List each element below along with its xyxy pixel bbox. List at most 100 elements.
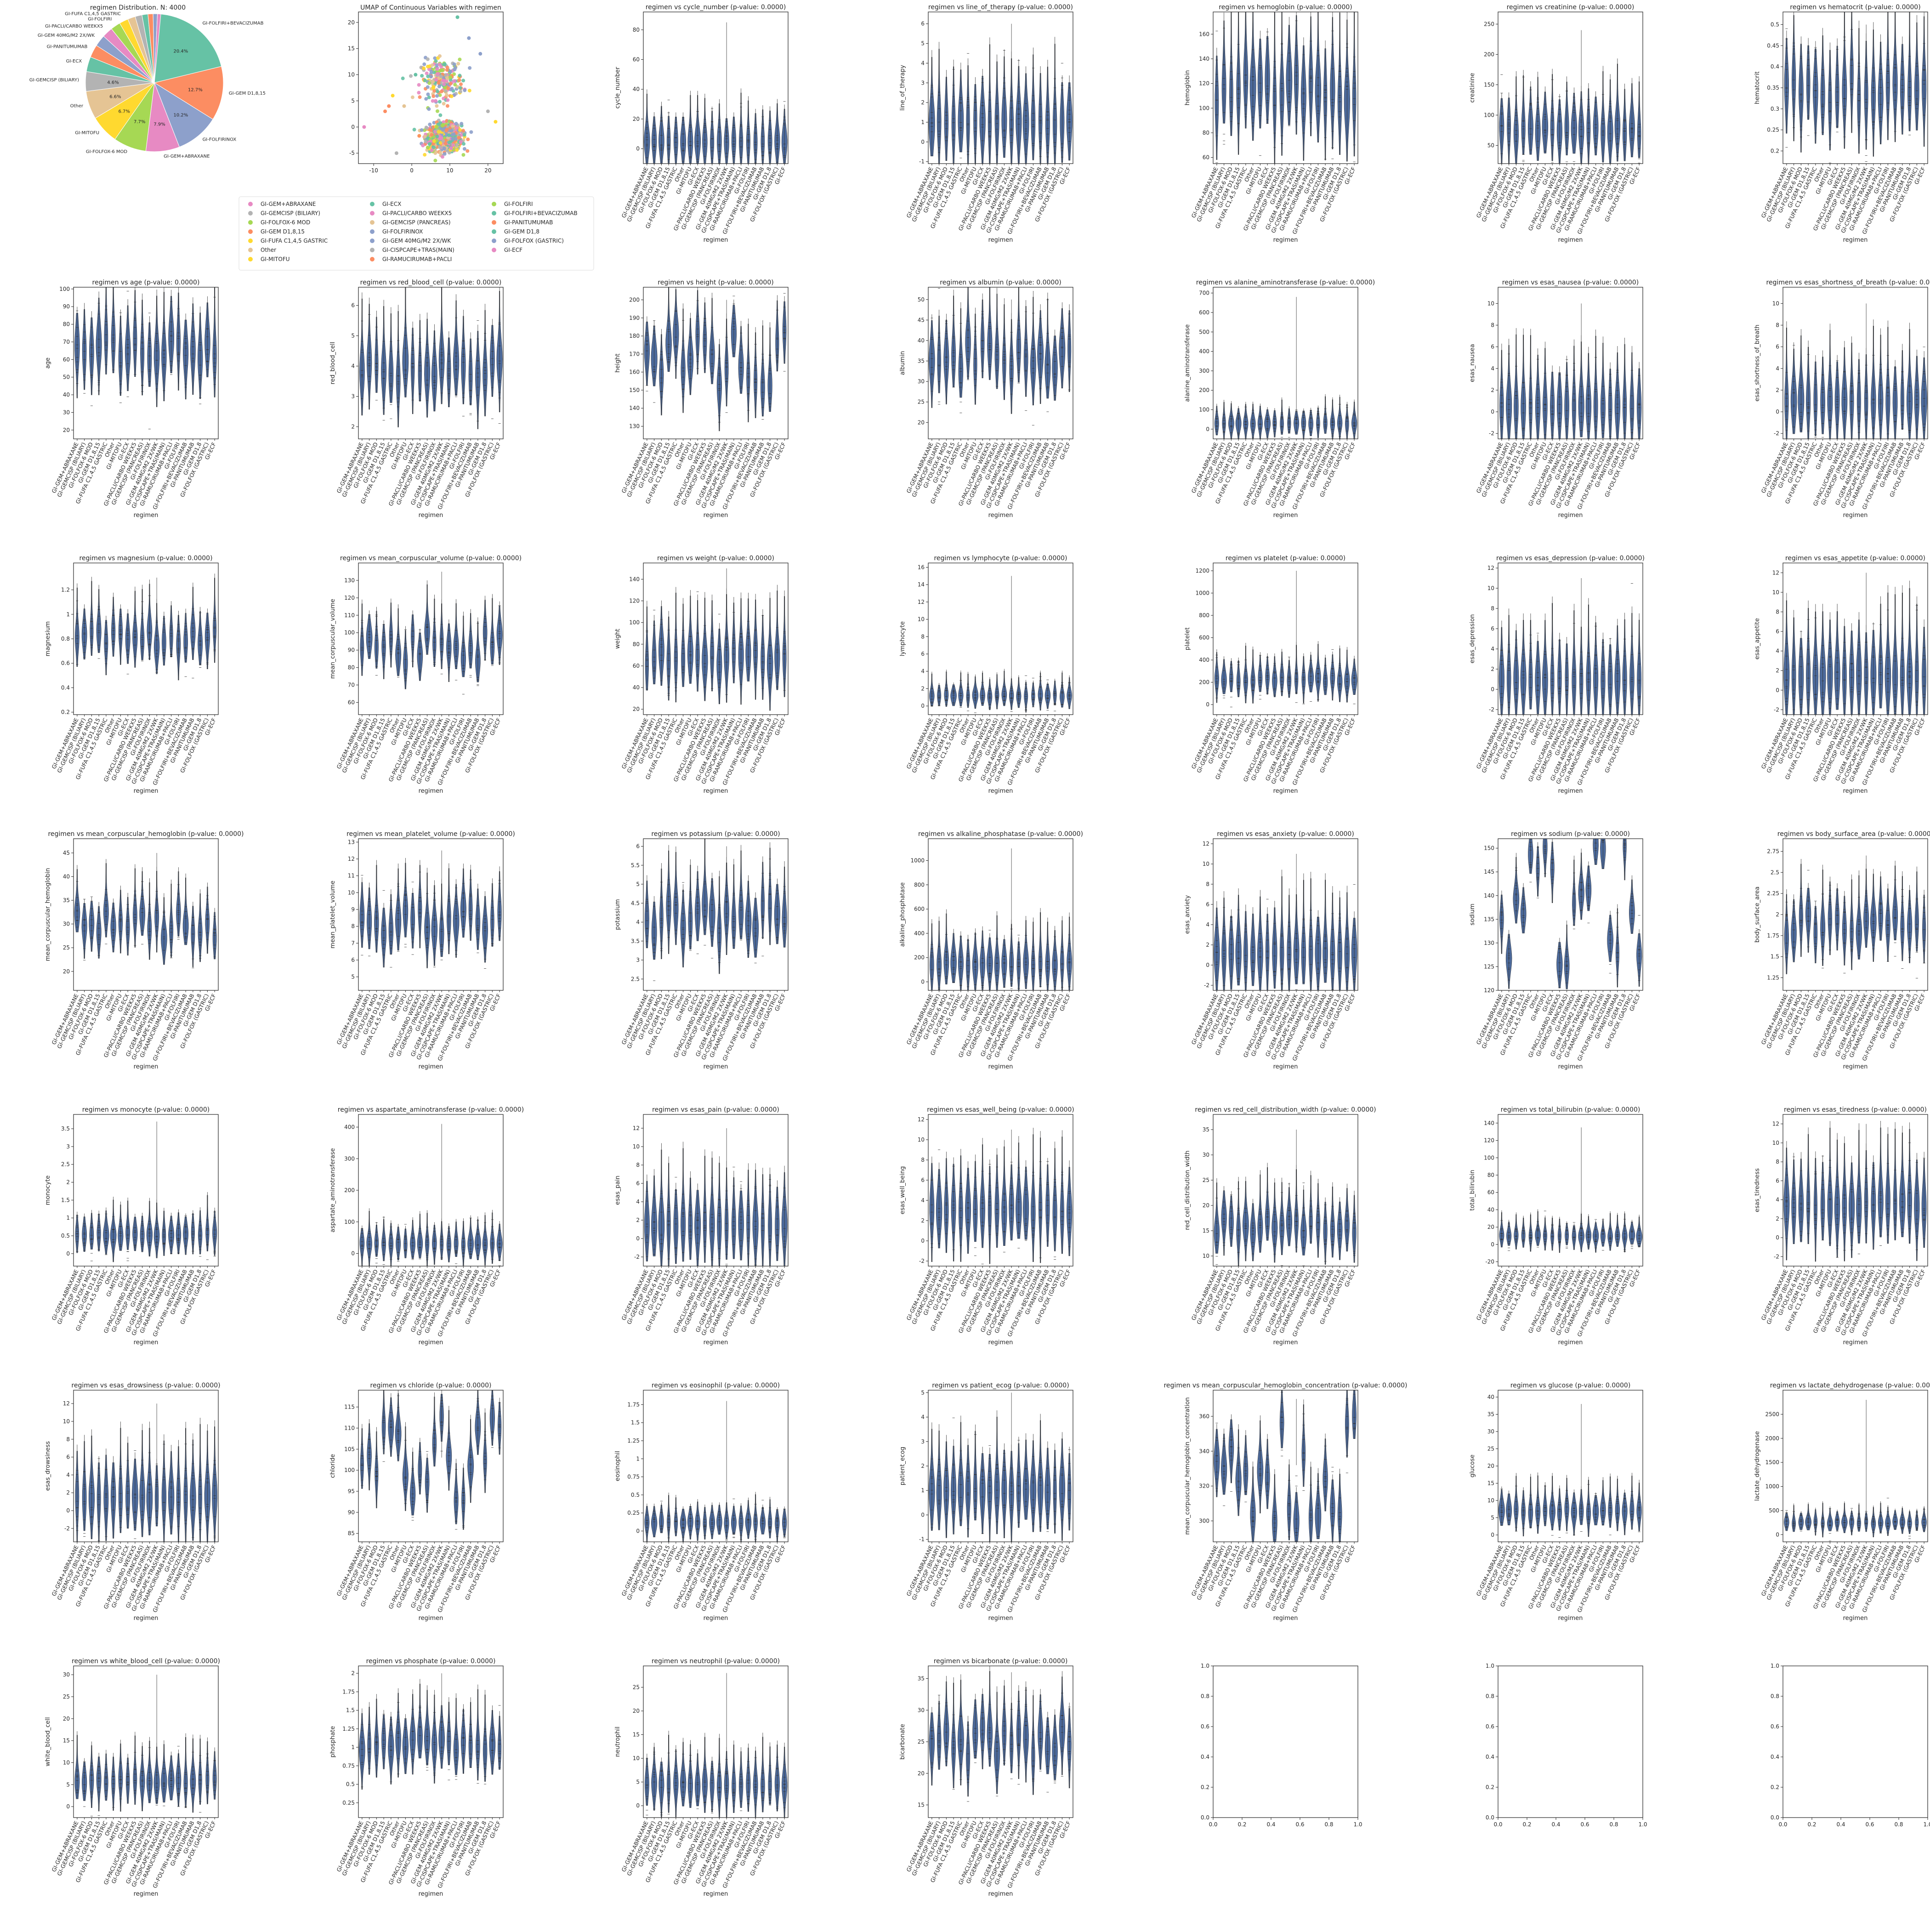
- axes-frame: [1213, 12, 1358, 164]
- scatter-point: [417, 91, 420, 95]
- pie-slice-label: GI-GEMCISP (BILIARY): [29, 78, 79, 83]
- title-variable: magnesium: [117, 555, 155, 562]
- x-axis-label: regimen: [704, 512, 728, 519]
- scatter-point: [438, 54, 442, 58]
- x-axis-label: regimen: [988, 512, 1013, 519]
- y-axis-label: hematocrit: [1754, 71, 1761, 104]
- legend-marker: [370, 239, 375, 243]
- scatter-point: [395, 151, 398, 155]
- scatter-point: [438, 63, 442, 66]
- pie-slice-label: GI-FOLFOX-6 MOD: [86, 149, 127, 154]
- y-tick-label: 90: [63, 303, 70, 310]
- legend-marker: [370, 248, 375, 252]
- y-tick-label: 500: [1199, 329, 1209, 335]
- legend-label: GI-GEMCISP (BILIARY): [261, 210, 320, 216]
- panel-title: regimen vs alanine_aminotransferase (p-v…: [1196, 279, 1375, 286]
- scatter-point: [430, 133, 433, 136]
- panel-title: regimen vs esas_shortness_of_breath (p-v…: [1766, 279, 1930, 286]
- scatter-point: [450, 129, 454, 133]
- legend-label: GI-FOLFIRINOX: [382, 228, 423, 235]
- pie-slice-label: GI-MITOFU: [75, 131, 99, 136]
- title-suffix: (p-value: 0.0000): [728, 4, 786, 11]
- legend-marker: [248, 248, 253, 252]
- scatter-point: [362, 125, 366, 129]
- x-axis-label: regimen: [1273, 512, 1298, 519]
- x-axis-label: regimen: [1558, 512, 1583, 519]
- scatter-point: [435, 135, 439, 138]
- scatter-point: [423, 135, 427, 138]
- panel-title: regimen vs line_of_therapy (p-value: 0.0…: [928, 4, 1073, 11]
- scatter-point: [446, 104, 449, 108]
- scatter-point: [435, 94, 439, 98]
- scatter-point: [402, 104, 406, 108]
- title-variable: height: [696, 279, 716, 286]
- scatter-point: [430, 70, 433, 74]
- scatter-point: [434, 59, 438, 63]
- title-suffix: (p-value: 0.0000): [1004, 279, 1061, 286]
- legend-marker: [248, 220, 253, 225]
- y-tick-label: 50: [1487, 142, 1494, 148]
- scatter-point: [468, 89, 471, 92]
- scatter-point: [401, 77, 405, 80]
- y-tick-label: 4: [921, 60, 925, 66]
- y-axis-label: line_of_therapy: [899, 65, 906, 111]
- y-tick-label: 2: [1776, 387, 1779, 393]
- y-tick-label: 190: [629, 315, 640, 321]
- scatter-point: [463, 147, 466, 151]
- scatter-point: [453, 83, 457, 86]
- scatter-point: [436, 90, 439, 93]
- y-tick-label: 15: [348, 45, 355, 52]
- title-suffix: (p-value: 0.0000): [1294, 4, 1352, 11]
- title-suffix: (p-value: 0.0000): [1863, 4, 1920, 11]
- scatter-point: [445, 93, 448, 97]
- axes-frame: [928, 12, 1073, 164]
- title-suffix: (p-value: 0.0000): [1577, 4, 1634, 11]
- scatter-point: [454, 126, 458, 130]
- panel-title: regimen vs hematocrit (p-value: 0.0000): [1790, 4, 1920, 11]
- legend-label: GI-GEM 40MG/M2 2X/WK: [382, 238, 451, 244]
- pie-slice-label: Other: [70, 104, 84, 109]
- y-tick-label: 5: [351, 333, 355, 339]
- scatter-point: [438, 114, 442, 117]
- scatter-point: [463, 133, 466, 136]
- pie-percent-label: 6.7%: [119, 109, 130, 114]
- y-axis-label: alanine_aminotransferase: [1184, 324, 1191, 402]
- scatter-point: [411, 96, 414, 99]
- scatter-point: [451, 137, 454, 141]
- pie-percent-label: 7.7%: [134, 119, 145, 125]
- scatter-point: [409, 74, 413, 78]
- pie-percent-label: 4.6%: [107, 80, 119, 85]
- legend-marker: [492, 239, 496, 243]
- legend-label: GI-FUFA C1,4,5 GASTRIC: [261, 238, 328, 244]
- legend-marker: [370, 220, 375, 225]
- legend-label: GI-PACLI/CARBO WEEKX5: [382, 210, 452, 216]
- axes-frame: [928, 287, 1073, 439]
- y-tick-label: 0: [1206, 426, 1209, 432]
- x-tick-label: 10: [446, 167, 453, 174]
- y-tick-label: 170: [629, 351, 640, 357]
- y-tick-label: 100: [1199, 105, 1209, 111]
- scatter-point: [436, 109, 439, 113]
- y-tick-label: 60: [1203, 154, 1209, 161]
- pie-percent-label: 6.6%: [109, 94, 121, 99]
- scatter-point: [430, 63, 434, 67]
- scatter-point: [443, 152, 447, 156]
- y-tick-label: 100: [59, 286, 70, 292]
- pie-slice-label: GI-PANITUMUMAB: [47, 45, 88, 50]
- scatter-point: [447, 133, 451, 137]
- legend-label: GI-GEMCISP (PANCREAS): [382, 219, 451, 226]
- y-tick-label: 0.35: [1767, 85, 1779, 91]
- axes-frame: [1783, 287, 1928, 439]
- pie-slice-label: GI-GEM 40MG/M2 2X/WK: [38, 33, 95, 38]
- scatter-point: [446, 66, 449, 69]
- y-tick-label: 8: [1491, 322, 1494, 329]
- y-tick-label: 1: [921, 119, 925, 125]
- scatter-point: [423, 153, 426, 157]
- scatter-point: [467, 36, 471, 40]
- scatter-point: [413, 128, 416, 131]
- y-tick-label: 100: [1484, 112, 1494, 118]
- y-tick-label: 0.3: [1771, 106, 1779, 112]
- y-tick-label: 70: [63, 339, 70, 345]
- scatter-point: [427, 81, 431, 85]
- panel-title: regimen vs age (p-value: 0.0000): [92, 279, 200, 286]
